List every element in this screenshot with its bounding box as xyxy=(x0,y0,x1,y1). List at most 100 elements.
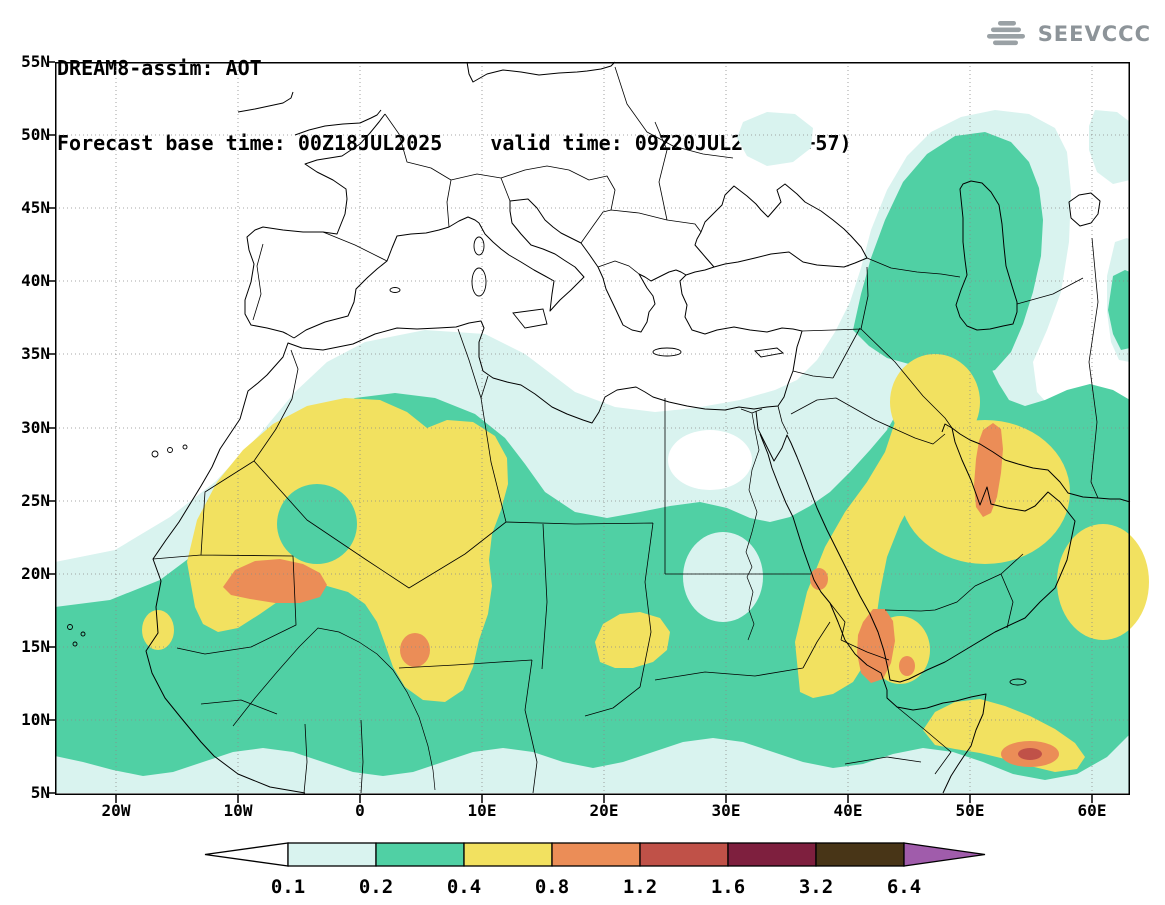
colorbar-arrow-below xyxy=(204,842,289,867)
coastlines xyxy=(145,61,1131,794)
aot-region-ge04-west-africa xyxy=(187,398,508,702)
coast-caspian xyxy=(955,180,1018,331)
coast-red-sea-west xyxy=(759,433,987,794)
colorbar-tick-label: 0.1 xyxy=(271,876,305,898)
aot-region-ge01-ne-corner xyxy=(1089,110,1130,184)
colorbar-tick-label: 1.6 xyxy=(711,876,745,898)
lat-tick-label: 30N xyxy=(21,418,50,437)
coast-iran-gulf xyxy=(951,427,1131,503)
colorbar-segment xyxy=(727,842,817,867)
aot-region-ge08-mauritania-mali xyxy=(223,559,327,603)
colorbar-segment xyxy=(287,842,377,867)
colorbar-tick-label: 0.2 xyxy=(359,876,393,898)
aot-map-svg xyxy=(47,61,1149,803)
aot-hole-nw-sudan xyxy=(683,532,763,622)
coast-ireland xyxy=(237,91,294,113)
coast-black-sea xyxy=(694,183,868,268)
aot-region-ge04-oman xyxy=(1057,524,1149,640)
colorbar-arrow-above xyxy=(903,842,986,867)
axis-ticks xyxy=(47,61,1093,803)
coast-arabia xyxy=(755,410,1076,683)
balearic-island xyxy=(389,287,401,293)
aot-region-ge04-chad xyxy=(595,612,670,668)
coast-africa-med xyxy=(145,266,803,794)
coast-north-med xyxy=(293,198,687,339)
cape-verde-island-3 xyxy=(72,641,78,647)
colorbar-svg: 0.1 0.2 0.4 0.8 1.2 1.6 3.2 6.4 xyxy=(204,842,986,898)
corsica-island xyxy=(473,236,485,256)
aot-hole-mauritania xyxy=(277,484,357,564)
lon-tick-label: 30E xyxy=(711,801,741,820)
country-borders xyxy=(152,66,1099,794)
colorbar: 0.1 0.2 0.4 0.8 1.2 1.6 3.2 6.4 xyxy=(0,833,1165,905)
lon-tick-label: 40E xyxy=(833,801,863,820)
colorbar-segment xyxy=(463,842,553,867)
aot-region-ge01-ukraine xyxy=(737,112,813,166)
aot-contour-fills xyxy=(55,110,1149,793)
aot-region-ge02-east-edge xyxy=(1108,270,1130,350)
forecast-base-time-label: Forecast base time: 00Z18JUL2025 xyxy=(57,131,443,155)
chart-title: DREAM8-assim: AOT xyxy=(57,56,262,80)
aot-hole-north-egypt xyxy=(668,430,752,490)
borders-mideast xyxy=(777,237,1099,629)
aot-region-ge08-port-sudan xyxy=(810,568,828,590)
logo-text: SEEVCCC xyxy=(1037,22,1151,46)
colorbar-segment xyxy=(639,842,729,867)
lat-tick-label: 10N xyxy=(21,710,50,729)
canary-island-1 xyxy=(151,450,159,458)
borders-europe xyxy=(252,66,734,321)
colorbar-tick-label: 1.2 xyxy=(623,876,657,898)
crete-island xyxy=(652,347,682,357)
coast-baltic xyxy=(466,61,616,83)
seevccc-logo: SEEVCCC xyxy=(984,18,1151,50)
colorbar-tick-label: 6.4 xyxy=(887,876,921,898)
islands xyxy=(67,236,1027,686)
lon-tick-label: 60E xyxy=(1077,801,1107,820)
aot-region-ge12-somalia-core xyxy=(1018,748,1042,760)
canary-island-3 xyxy=(182,444,188,450)
canary-island-2 xyxy=(167,447,173,453)
lon-tick-label: 50E xyxy=(955,801,985,820)
lat-tick-label: 50N xyxy=(21,125,50,144)
aot-region-ge08-persian-gulf xyxy=(974,423,1003,517)
lon-tick-label: 10W xyxy=(223,801,253,820)
colorbar-tick-label: 0.4 xyxy=(447,876,481,898)
cloud-icon xyxy=(986,21,1025,46)
colorbar-segment xyxy=(375,842,465,867)
aot-region-ge08-yemen-highlands xyxy=(899,656,915,676)
coast-aral xyxy=(1068,192,1101,227)
colorbar-tick-label: 0.8 xyxy=(535,876,569,898)
lat-tick-label: 5N xyxy=(30,783,50,802)
nile-river xyxy=(740,408,763,641)
lat-tick-label: 35N xyxy=(21,344,50,363)
lat-tick-label: 55N xyxy=(21,52,50,71)
lat-tick-label: 15N xyxy=(21,637,50,656)
socotra-island xyxy=(1009,678,1027,686)
lat-tick-label: 40N xyxy=(21,271,50,290)
map-frame xyxy=(55,62,1130,795)
cyprus-island xyxy=(754,347,785,358)
lon-tick-label: 0 xyxy=(355,801,365,820)
niger-river xyxy=(232,627,436,791)
cape-verde-island-2 xyxy=(80,631,86,637)
lon-tick-label: 20W xyxy=(101,801,131,820)
colorbar-segment xyxy=(815,842,905,867)
sicily-island xyxy=(512,308,548,329)
sardinia-island xyxy=(471,267,487,297)
lon-tick-label: 10E xyxy=(467,801,497,820)
aot-region-ge08-niger xyxy=(400,633,430,667)
colorbar-tick-label: 3.2 xyxy=(799,876,833,898)
rivers xyxy=(232,408,763,791)
colorbar-segment xyxy=(551,842,641,867)
aot-region-ge02-caucasus-caspian xyxy=(853,132,1043,376)
coast-iberia-france xyxy=(244,113,386,339)
aot-region-ge04-nsaudi-iraq xyxy=(890,354,980,450)
lat-tick-label: 25N xyxy=(21,491,50,510)
cape-verde-island-1 xyxy=(67,624,73,630)
lat-tick-label: 45N xyxy=(21,198,50,217)
lat-tick-label: 20N xyxy=(21,564,50,583)
coast-england xyxy=(294,109,382,136)
borders-africa xyxy=(152,328,952,794)
lon-tick-label: 20E xyxy=(589,801,619,820)
